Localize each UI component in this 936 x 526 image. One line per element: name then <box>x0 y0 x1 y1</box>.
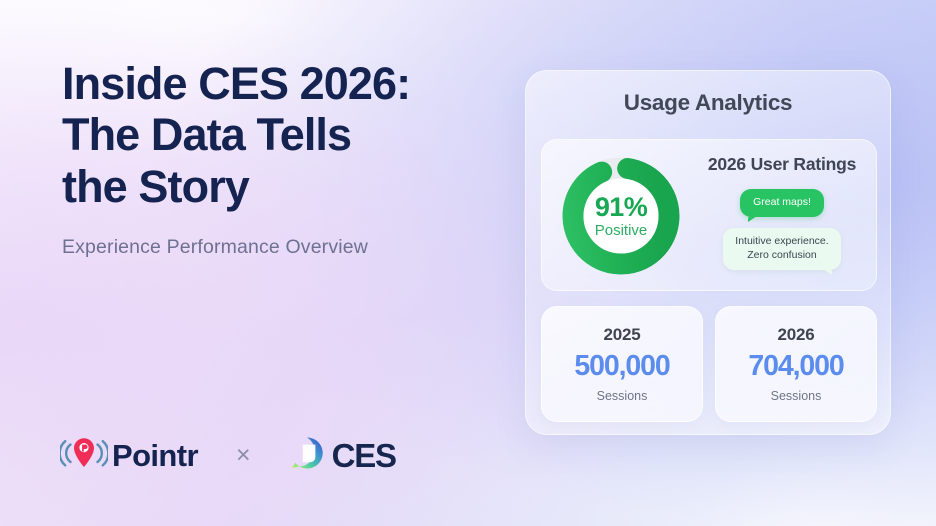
stat-value: 704,000 <box>748 349 844 382</box>
stat-value: 500,000 <box>574 349 670 382</box>
logo-separator-x: × <box>235 441 251 469</box>
testimonial-bubble: Great maps! <box>740 189 824 222</box>
hero-subtitle: Experience Performance Overview <box>62 235 368 258</box>
usage-analytics-title: Usage Analytics <box>623 90 793 115</box>
testimonial-line-1: Intuitive experience. <box>735 234 829 247</box>
ces-bubble-icon <box>289 435 325 476</box>
hero-text-block: Inside CES 2026: The Data Tells the Stor… <box>62 58 512 259</box>
testimonial-line-2: Zero confusion <box>747 248 817 261</box>
page-title: Inside CES 2026: The Data Tells the Stor… <box>62 58 512 212</box>
ratings-detail: 2026 User Ratings Great maps! Intuitive … <box>692 148 872 275</box>
ratings-heading: 2026 User Ratings <box>707 154 857 174</box>
testimonial-list: Great maps! Intuitive experience. Zero c… <box>692 189 872 275</box>
stat-unit: Sessions <box>596 389 648 404</box>
user-ratings-panel: 91% Positive 2026 User Ratings Great map… <box>541 139 877 291</box>
ces-wordmark: CES <box>331 436 397 474</box>
logo-row: Pointr × CES <box>58 432 397 479</box>
usage-analytics-card: Usage Analytics 91% <box>525 70 891 435</box>
pointr-pin-icon <box>58 432 110 479</box>
stat-card: 2026 704,000 Sessions <box>715 306 877 422</box>
testimonial-bubble: Intuitive experience. Zero confusion <box>723 227 841 275</box>
pointr-logo: Pointr <box>58 432 199 479</box>
stat-year: 2025 <box>603 324 641 344</box>
pointr-wordmark: Pointr <box>112 437 199 473</box>
headline-line-3: the Story <box>62 160 250 212</box>
sentiment-donut-chart: 91% Positive <box>556 151 686 281</box>
stat-unit: Sessions <box>770 389 822 404</box>
session-stats-row: 2025 500,000 Sessions 2026 704,000 Sessi… <box>541 306 877 422</box>
ces-logo: CES <box>289 435 397 476</box>
stat-card: 2025 500,000 Sessions <box>541 306 703 422</box>
headline-line-1: Inside CES 2026: <box>62 58 411 109</box>
stat-year: 2026 <box>777 324 815 344</box>
headline-line-2: The Data Tells <box>62 109 352 161</box>
